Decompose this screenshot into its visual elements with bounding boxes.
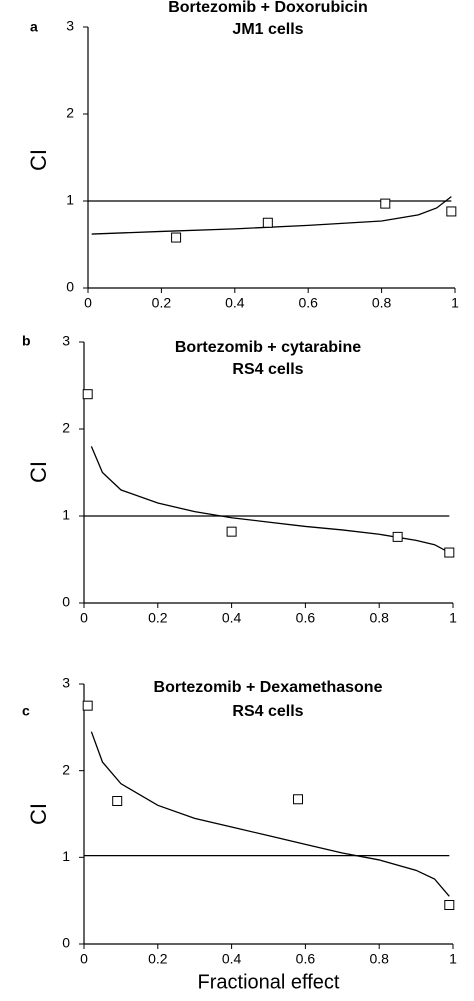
chart-subtitle: JM1 cells [232,21,303,38]
data-point [392,531,403,542]
data-point [444,900,455,910]
x-axis-label: Fractional effect [198,971,340,993]
x-tick-label: 0.2 [148,610,168,626]
chart-subtitle: RS4 cells [232,703,303,720]
x-tick-label: 0 [80,951,88,967]
x-tick-label: 0 [80,610,88,626]
panel-label: c [22,703,30,719]
data-point [446,206,457,217]
x-tick-label: 0.8 [372,295,392,311]
y-axis-label: CI [26,149,51,171]
y-tick-label: 2 [62,420,70,436]
y-tick-label: 1 [62,507,70,523]
y-axis-label: CI [26,461,51,483]
y-tick-label: 0 [62,935,70,951]
data-point [82,389,93,400]
data-point [444,547,455,558]
chart-subtitle: RS4 cells [232,361,303,378]
y-tick-label: 2 [66,105,74,121]
curve [90,731,450,897]
x-tick-label: 0.4 [222,610,242,626]
x-tick-label: 0.6 [296,610,316,626]
y-tick-label: 3 [62,675,70,691]
x-tick-label: 1 [449,951,457,967]
x-tick-label: 0.4 [222,951,242,967]
x-tick-label: 0 [84,295,92,311]
chart-title: Bortezomib + Doxorubicin [168,0,368,16]
panel-label: b [22,333,31,349]
x-tick-label: 0.6 [296,951,316,967]
x-tick-label: 0.4 [225,295,245,311]
x-tick-label: 0.6 [298,295,318,311]
x-tick-label: 1 [451,295,459,311]
curve [91,196,452,235]
y-axis-label: CI [26,803,51,825]
data-point [293,794,304,805]
chart-title: Bortezomib + Dexamethasone [154,679,383,696]
data-point [262,217,273,228]
y-tick-label: 0 [66,279,74,295]
x-tick-label: 0.8 [369,951,389,967]
curve [90,446,450,554]
x-tick-label: 0.8 [369,610,389,626]
data-point [380,198,391,209]
y-tick-label: 3 [62,333,70,349]
y-tick-label: 0 [62,594,70,610]
data-point [226,526,237,537]
data-point [112,796,123,806]
data-point [82,700,93,711]
y-tick-label: 1 [66,192,74,208]
data-point [171,232,182,243]
y-tick-label: 3 [66,18,74,34]
y-tick-label: 2 [62,761,70,777]
x-tick-label: 0.2 [148,951,168,967]
chart-title: Bortezomib + cytarabine [175,339,361,356]
y-tick-label: 1 [62,848,70,864]
x-tick-label: 1 [449,610,457,626]
x-tick-label: 0.2 [152,295,172,311]
panel-label: a [30,19,38,35]
